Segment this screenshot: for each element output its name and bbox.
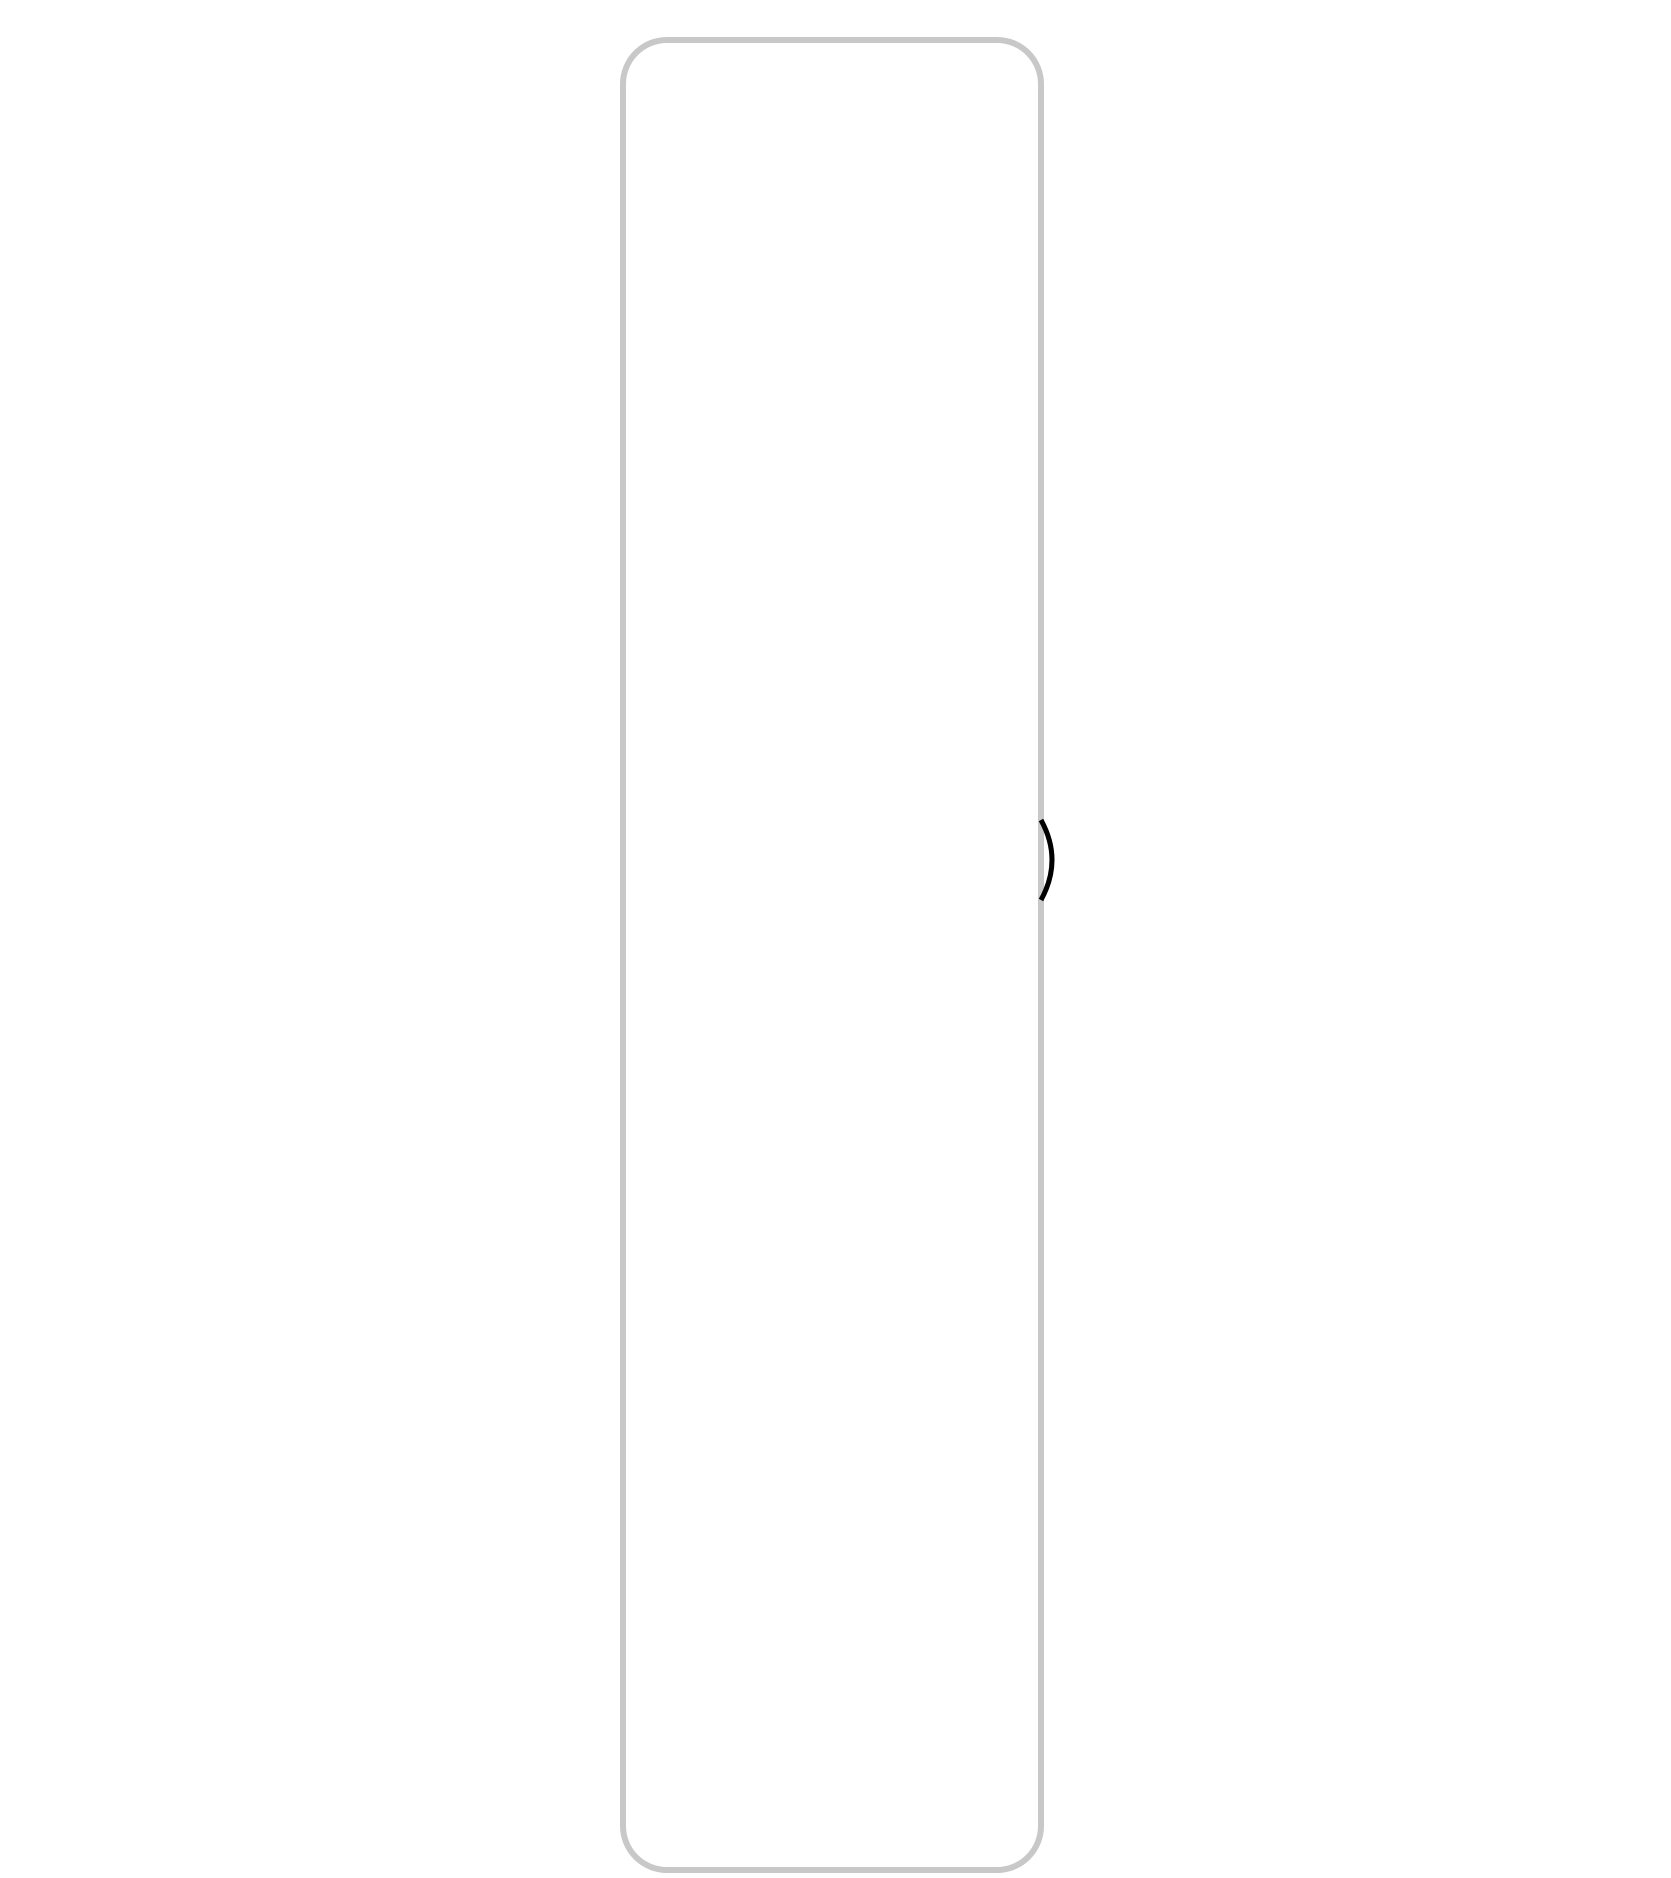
remote-body	[623, 40, 1041, 1870]
